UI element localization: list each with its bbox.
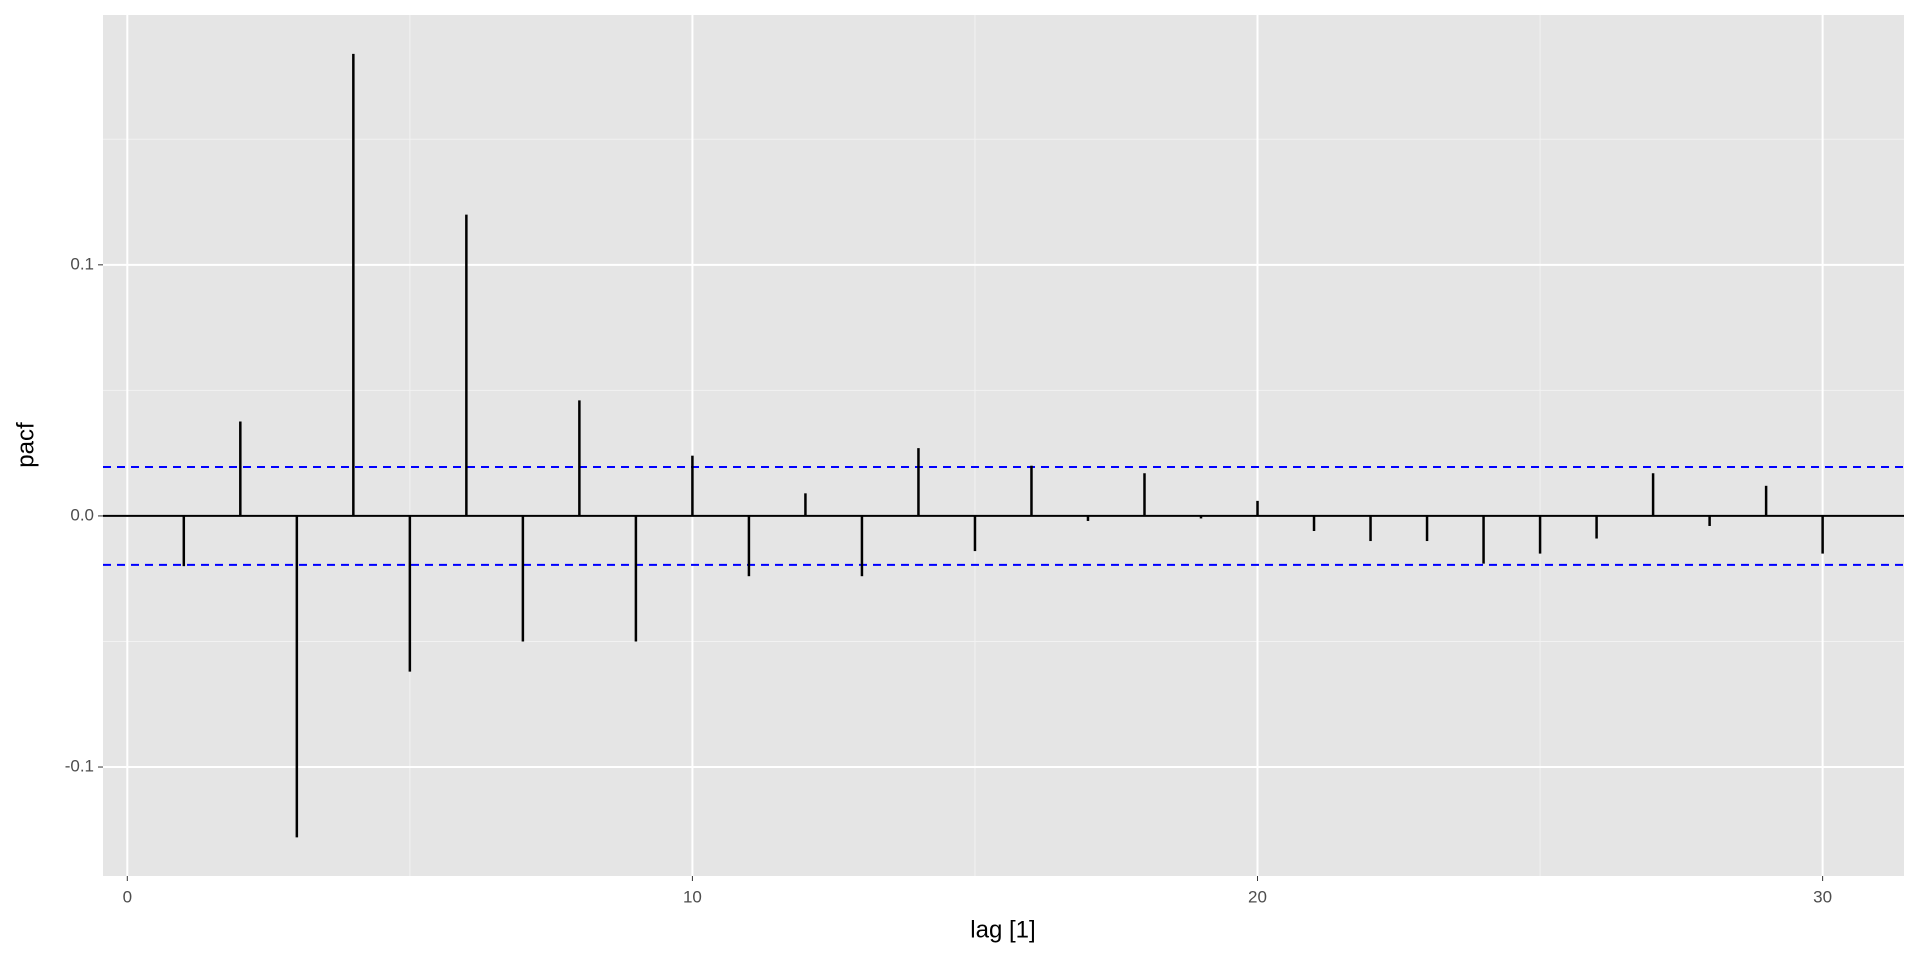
x-tick-label: 0 xyxy=(123,887,132,906)
y-tick-label: 0.0 xyxy=(70,505,94,524)
x-tick-label: 30 xyxy=(1813,887,1832,906)
panel xyxy=(103,15,1904,876)
y-tick-label: -0.1 xyxy=(65,757,94,776)
x-axis-title: lag [1] xyxy=(970,916,1035,943)
y-tick-label: 0.1 xyxy=(70,254,94,273)
x-tick-label: 10 xyxy=(683,887,702,906)
x-tick-label: 20 xyxy=(1248,887,1267,906)
y-axis-title: pacf xyxy=(12,422,39,468)
